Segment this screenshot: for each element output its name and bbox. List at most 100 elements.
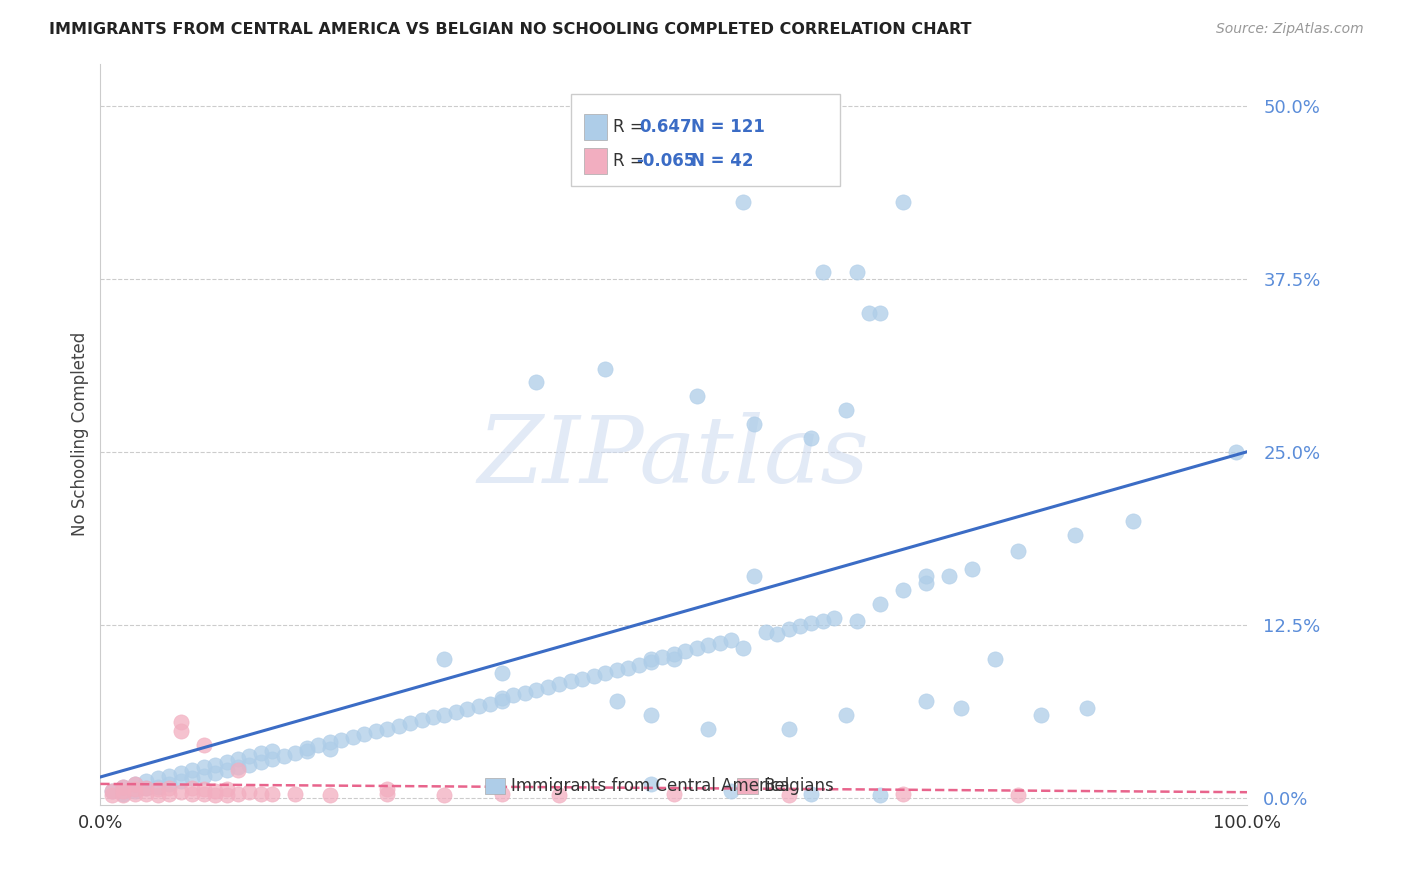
Point [491, 691, 513, 706]
Point [662, 787, 685, 801]
Text: -0.065: -0.065 [636, 152, 695, 170]
Point [112, 787, 135, 801]
Point [135, 780, 157, 795]
Text: R =: R = [613, 152, 644, 170]
Point [560, 674, 582, 689]
Point [823, 611, 845, 625]
Point [605, 664, 627, 678]
Point [157, 787, 180, 801]
Point [444, 705, 467, 719]
Point [640, 777, 662, 791]
Point [226, 752, 249, 766]
Point [548, 788, 571, 802]
Point [755, 624, 778, 639]
Point [582, 669, 605, 683]
Point [193, 782, 215, 797]
Point [215, 755, 238, 769]
Point [617, 660, 640, 674]
Point [101, 788, 124, 802]
Point [273, 749, 295, 764]
Point [524, 682, 547, 697]
Point [181, 772, 204, 786]
Point [628, 657, 651, 672]
Text: R =: R = [613, 118, 644, 136]
Point [204, 784, 226, 798]
Point [101, 784, 124, 798]
Point [387, 719, 409, 733]
Point [319, 735, 342, 749]
Point [778, 622, 800, 636]
Point [524, 376, 547, 390]
Point [146, 782, 169, 797]
Point [731, 195, 754, 210]
Point [846, 265, 869, 279]
Point [193, 738, 215, 752]
Point [869, 597, 891, 611]
Point [731, 641, 754, 656]
Point [262, 787, 284, 801]
Point [686, 641, 709, 656]
Point [433, 788, 456, 802]
Point [215, 763, 238, 777]
Point [869, 788, 891, 802]
Bar [585, 148, 607, 174]
Text: Immigrants from Central America: Immigrants from Central America [510, 777, 790, 795]
Point [319, 742, 342, 756]
Text: ZIPatlas: ZIPatlas [478, 411, 870, 501]
Point [169, 714, 191, 729]
Point [433, 707, 456, 722]
Point [226, 760, 249, 774]
Point [124, 777, 146, 791]
Point [640, 707, 662, 722]
Point [238, 757, 260, 772]
Point [984, 652, 1007, 666]
Point [651, 649, 673, 664]
Point [157, 777, 180, 791]
Point [181, 763, 204, 777]
Point [135, 774, 157, 789]
Point [250, 755, 273, 769]
Point [835, 707, 858, 722]
Point [135, 787, 157, 801]
Point [673, 644, 696, 658]
Point [295, 740, 318, 755]
Point [502, 689, 524, 703]
Point [157, 769, 180, 783]
Point [915, 576, 938, 591]
Bar [585, 114, 607, 140]
Point [468, 699, 491, 714]
Point [124, 777, 146, 791]
Point [250, 787, 273, 801]
Point [1007, 788, 1029, 802]
Point [193, 769, 215, 783]
Point [1064, 527, 1087, 541]
Point [479, 697, 502, 711]
Point [789, 619, 811, 633]
Point [720, 632, 742, 647]
Point [146, 772, 169, 786]
Point [169, 724, 191, 739]
Point [869, 306, 891, 320]
Point [226, 787, 249, 801]
Point [193, 760, 215, 774]
Point [124, 784, 146, 798]
Point [605, 694, 627, 708]
Bar [485, 778, 505, 794]
Point [284, 747, 307, 761]
Point [491, 787, 513, 801]
Point [307, 738, 329, 752]
Point [571, 672, 593, 686]
Point [593, 666, 616, 681]
Point [204, 757, 226, 772]
Point [181, 787, 204, 801]
Point [399, 716, 422, 731]
Point [135, 780, 157, 795]
Point [215, 788, 238, 802]
Text: IMMIGRANTS FROM CENTRAL AMERICA VS BELGIAN NO SCHOOLING COMPLETED CORRELATION CH: IMMIGRANTS FROM CENTRAL AMERICA VS BELGI… [49, 22, 972, 37]
Point [204, 765, 226, 780]
Point [112, 780, 135, 794]
Point [858, 306, 880, 320]
Point [1007, 544, 1029, 558]
Point [169, 785, 191, 799]
Point [422, 710, 444, 724]
